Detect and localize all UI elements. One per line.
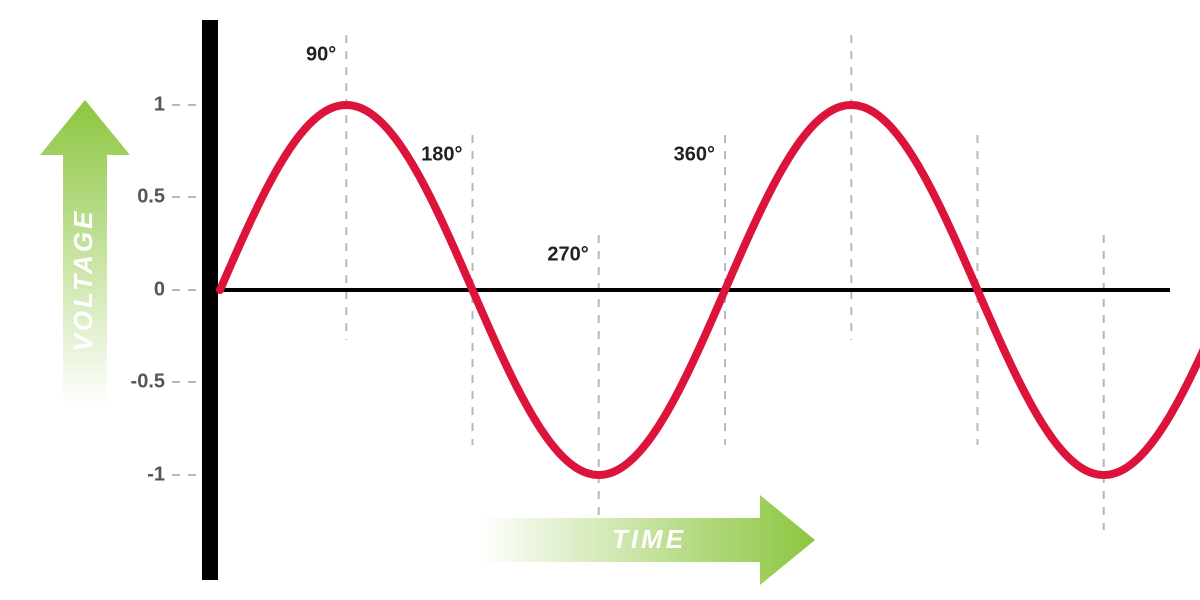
time-label: TIME bbox=[612, 524, 686, 554]
chart-background bbox=[0, 0, 1200, 600]
angle-label: 180° bbox=[421, 143, 462, 165]
ytick-label: 0.5 bbox=[137, 185, 165, 207]
angle-label: 270° bbox=[547, 243, 588, 265]
voltage-label: VOLTAGE bbox=[68, 209, 98, 352]
ytick-label: -0.5 bbox=[131, 370, 165, 392]
ytick-label: 0 bbox=[154, 278, 165, 300]
angle-label: 90° bbox=[306, 43, 336, 65]
ytick-label: 1 bbox=[154, 93, 165, 115]
angle-label: 360° bbox=[674, 143, 715, 165]
ytick-label: -1 bbox=[147, 463, 165, 485]
